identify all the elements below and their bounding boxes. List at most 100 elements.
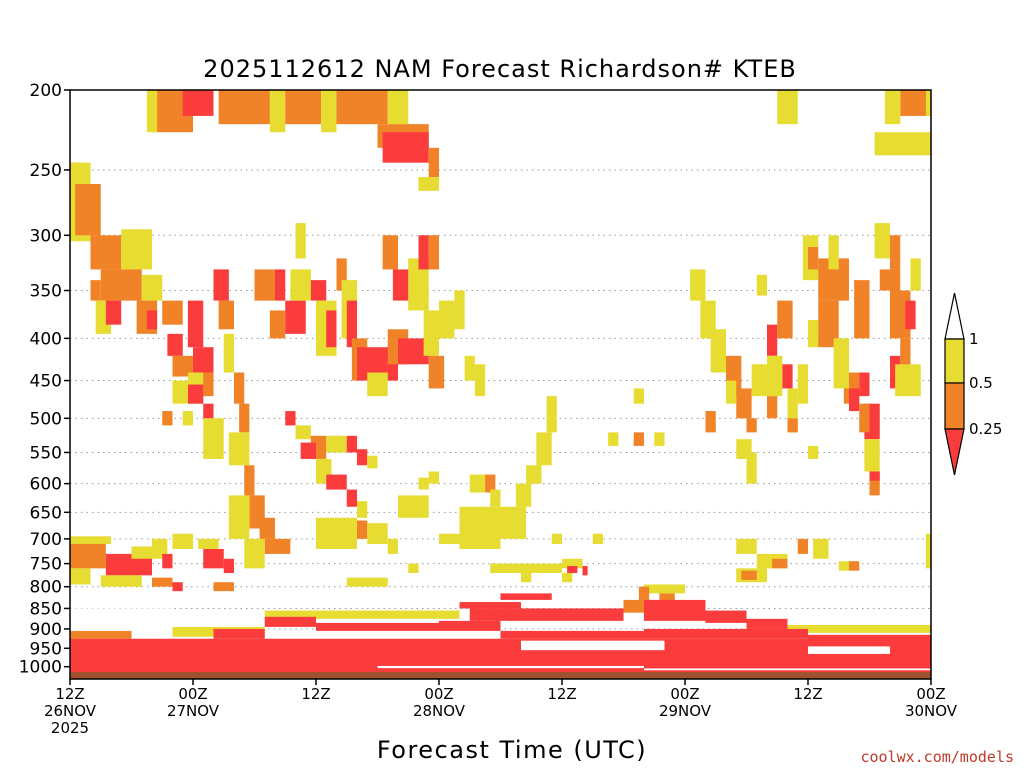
heatmap-cell — [454, 290, 465, 330]
heatmap-cell — [408, 563, 419, 574]
heatmap-cell — [321, 90, 337, 133]
heatmap-cell — [228, 495, 250, 539]
heatmap-cell — [705, 610, 747, 623]
heatmap-cell — [285, 300, 306, 334]
heatmap-gaps — [70, 608, 931, 671]
heatmap-cell — [167, 333, 183, 356]
heatmap-cell — [797, 364, 808, 404]
heatmap-cell — [408, 258, 429, 311]
heatmap-cell — [367, 372, 388, 397]
heatmap-cell — [269, 90, 286, 133]
heatmap-cell — [418, 477, 429, 490]
heatmap-cell — [285, 411, 296, 426]
heatmap-cell — [244, 465, 255, 496]
heatmap-cell — [223, 558, 234, 574]
heatmap-cell — [700, 300, 716, 339]
heatmap-cell — [382, 235, 398, 270]
heatmap-cell — [767, 355, 783, 397]
heatmap-cell — [884, 90, 901, 125]
heatmap-cell — [562, 573, 573, 583]
heatmap-cell — [336, 258, 347, 291]
colorbar-yellow — [944, 338, 965, 384]
heatmap-cell — [223, 333, 234, 373]
heatmap-cell — [387, 90, 409, 125]
y-tick-label: 800 — [30, 578, 62, 598]
heatmap-cell — [772, 558, 788, 569]
heatmap-cell — [638, 586, 650, 600]
heatmap-cell — [285, 90, 322, 125]
heatmap-cell — [259, 517, 275, 539]
credit-text: coolwx.com/models — [860, 748, 1014, 766]
heatmap-cell — [239, 403, 250, 433]
heatmap-cell — [726, 380, 737, 404]
colorbar-label: 1 — [969, 330, 979, 348]
x-tick-label: 00Z — [424, 685, 453, 703]
x-tick-label: 12Z — [547, 685, 576, 703]
heatmap-cell — [905, 300, 916, 330]
heatmap-cell — [910, 258, 921, 291]
heatmap-cell — [869, 471, 880, 481]
heatmap-cell — [316, 517, 357, 549]
heatmap-cell — [459, 602, 521, 609]
heatmap-cell — [152, 538, 168, 559]
heatmap-cell — [654, 432, 665, 446]
heatmap-cell — [172, 582, 183, 592]
colorbar-orange — [944, 382, 965, 430]
heatmap-gap — [644, 668, 931, 671]
heatmap-cell — [500, 593, 552, 600]
heatmap-cell — [346, 435, 357, 453]
heatmap-cell — [182, 411, 193, 426]
heatmap-gap — [70, 608, 173, 631]
heatmap-cell — [203, 418, 224, 459]
heatmap-cell — [213, 269, 229, 301]
x-tick-label: 30NOV — [905, 702, 958, 720]
heatmap-cell — [833, 338, 849, 389]
colorbar-label: 0.5 — [969, 374, 993, 392]
y-tick-label: 500 — [30, 409, 62, 429]
heatmap-cell — [644, 599, 706, 621]
x-tick-label: 2025 — [51, 719, 89, 737]
x-tick-label: 12Z — [55, 685, 84, 703]
heatmap-cell — [849, 388, 860, 412]
heatmap-cell — [500, 630, 644, 639]
x-axis-label: Forecast Time (UTC) — [377, 736, 647, 764]
heatmap-cell — [787, 624, 931, 633]
y-axis: 200 250 300 350 400 450 500 550 600 650 700 750 8008… — [19, 81, 70, 678]
heatmap-cell — [782, 364, 793, 389]
heatmap-cell — [295, 425, 311, 440]
heatmap-cell — [428, 235, 439, 270]
heatmap-cell — [469, 608, 624, 621]
heatmap-cell — [756, 274, 767, 296]
heatmap-cell — [152, 577, 173, 587]
heatmap-cell — [874, 223, 890, 259]
y-tick-label: 950 — [30, 639, 62, 659]
heatmap-cell — [515, 483, 532, 507]
heatmap-cell — [562, 558, 583, 569]
heatmap-cell — [869, 471, 880, 496]
y-tick-label: 650 — [30, 503, 62, 523]
heatmap-cells — [70, 90, 931, 679]
heatmap-cell — [644, 628, 808, 639]
chart-title: 2025112612 NAM Forecast Richardson# KTEB — [203, 55, 797, 83]
heatmap-cell — [567, 565, 578, 574]
y-tick-label: 600 — [30, 475, 62, 495]
y-tick-label: 750 — [30, 555, 62, 575]
heatmap-cell — [357, 520, 368, 539]
y-tick-label: 700 — [30, 530, 62, 550]
x-tick-label: 28NOV — [413, 702, 466, 720]
heatmap-cell — [536, 432, 552, 466]
y-tick-label: 300 — [30, 226, 62, 246]
heatmap-cell — [70, 541, 106, 569]
heatmap-cell — [808, 445, 819, 459]
heatmap-cell — [346, 300, 357, 348]
heatmap-cell — [75, 184, 101, 236]
heatmap-cell — [90, 235, 122, 270]
heatmap-cell — [500, 506, 527, 539]
heatmap-cell — [218, 90, 270, 125]
heatmap-cell — [469, 474, 486, 493]
heatmap-cell — [336, 90, 388, 125]
heatmap-cell — [787, 388, 798, 433]
heatmap-cell — [777, 90, 798, 125]
y-tick-label: 250 — [30, 161, 62, 181]
